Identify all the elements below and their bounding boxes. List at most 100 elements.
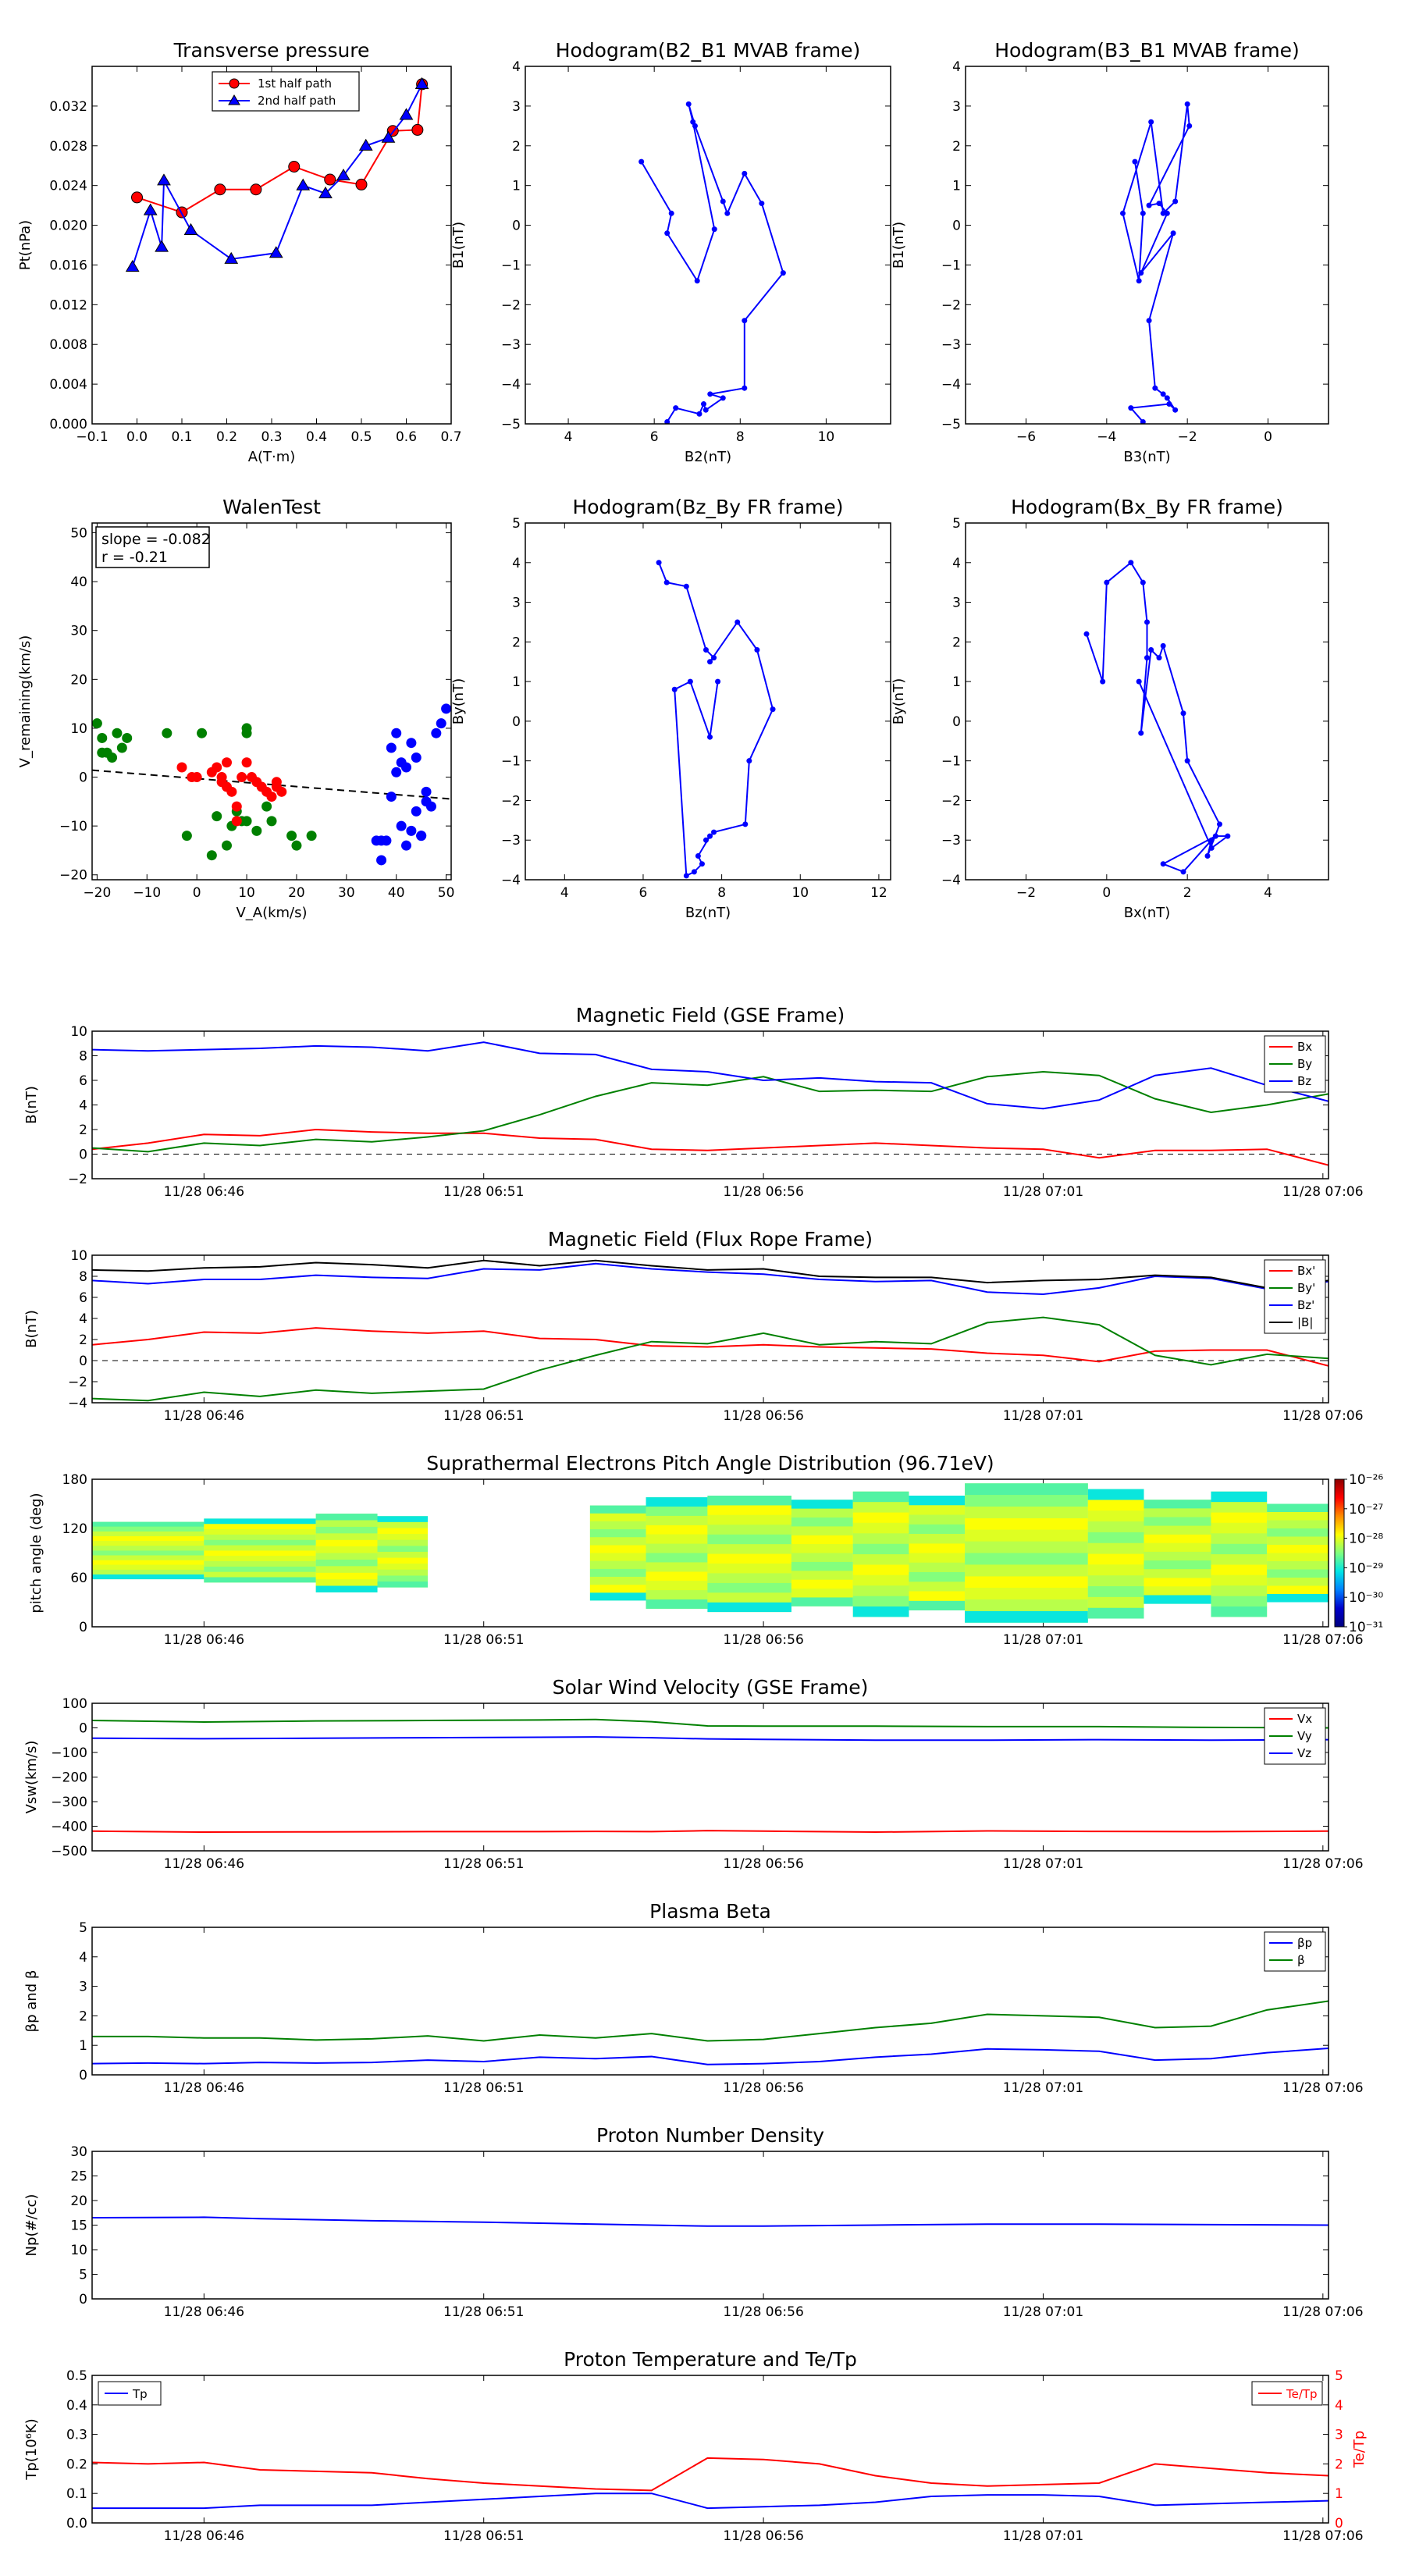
panel-title: Hodogram(Bz_By FR frame) [572,496,843,518]
series-line-0 [92,2216,1329,2227]
pad-cell [377,1551,429,1558]
data-point [1164,210,1170,216]
pad-cell [1144,1569,1211,1578]
pad-cell [707,1525,791,1535]
pad-cell [1087,1532,1144,1543]
data-point [664,230,670,237]
panel-title: Magnetic Field (Flux Rope Frame) [548,1228,873,1251]
x-tick-label: 4 [560,885,569,901]
data-point [222,757,232,768]
data-point [1172,407,1179,413]
pad-cell [1211,1502,1268,1513]
y-tick-label: −4 [68,1396,87,1411]
data-point [1146,318,1152,324]
pad-cell [377,1546,429,1552]
x-tick-label: 50 [438,885,455,901]
x-tick-label: 11/28 07:06 [1282,1184,1363,1200]
data-point [1160,391,1166,397]
data-point [176,762,187,773]
pad-cell [92,1526,205,1532]
y-tick-label: −1 [501,754,521,770]
pad-cell [1144,1517,1211,1526]
data-point-triangle [143,203,158,215]
pad-cell [589,1505,646,1514]
x-tick-label: 11/28 06:46 [164,1184,244,1200]
pad-cell [204,1539,316,1546]
plot-area [656,560,776,879]
pad-cell [1087,1607,1144,1619]
pad-cell [1087,1542,1144,1554]
pad-cell [589,1568,646,1577]
pad-cell [1267,1561,1329,1570]
data-point [673,405,679,411]
pad-cell [909,1496,966,1506]
data-point-circle [214,183,226,196]
panel-hodogram-b2-b1: Hodogram(B2_B1 MVAB frame)4 6 8 10−5−4−3−2−… [450,39,891,465]
pad-cell [589,1553,646,1561]
x-tick-label: 11/28 07:06 [1282,1632,1363,1648]
pad-cell [1211,1543,1268,1555]
x-tick-label: 11/28 07:01 [1003,1632,1083,1648]
data-point [421,796,432,807]
pad-cell [1267,1569,1329,1578]
y-tick-label: −5 [501,417,521,432]
y-tick-label: 10 [70,721,87,737]
y-tick-label: 5 [79,2268,87,2283]
y-axis-label: By(nT) [891,678,907,724]
data-point-circle [411,123,424,136]
series-line-0 [92,1830,1329,1834]
legend-label: Tp [132,2387,148,2401]
x-tick-label: −10 [133,885,161,901]
y-tick-label: 2 [952,635,961,650]
plot-frame [91,2151,1329,2300]
y-tick-label: 3 [952,99,961,115]
x-tick-label: 0.6 [396,429,417,445]
data-point [770,706,776,713]
y-tick-label: 0.5 [66,2368,87,2384]
pad-cell [1087,1500,1144,1511]
x-tick-label: 0 [193,885,201,901]
y-tick-label: 0.020 [49,219,87,234]
y-tick-label-right: 1 [1335,2486,1343,2502]
pad-cell [315,1533,378,1540]
pad-cell [1087,1564,1144,1576]
pad-cell [1144,1578,1211,1587]
data-point [376,855,387,866]
x-tick-label: 30 [338,885,355,901]
plot-area [125,76,429,272]
y-tick-label: −2 [941,297,961,313]
y-tick-label: 2 [952,139,961,155]
y-tick-label: 60 [70,1571,87,1586]
x-tick-label: 11/28 07:06 [1282,2528,1363,2544]
pad-cell [965,1483,1088,1496]
pad-cell [589,1592,646,1601]
data-point [1170,230,1176,237]
data-point [376,835,387,846]
pad-cell [852,1606,909,1617]
pad-cell [646,1590,708,1599]
pad-cell [92,1531,205,1536]
y-axis-label: V_remaining(km/s) [17,635,34,768]
x-tick-label: 0 [1102,885,1111,901]
panel-title: Proton Number Density [596,2124,824,2147]
pad-cell [791,1553,853,1562]
series-line-1 [92,2457,1329,2492]
x-tick-label: 11/28 06:56 [723,1632,803,1648]
y-tick-label: 10 [70,1024,87,1040]
y-tick-label: 20 [70,2194,87,2209]
series-line-1 [92,1718,1329,1729]
legend-marker [229,78,240,89]
data-point [406,825,417,836]
data-point [1140,210,1146,216]
legend-label: Vz [1297,1746,1311,1760]
data-point [1148,646,1154,653]
data-point-circle [288,160,301,173]
panel-hodogram-bx-by: Hodogram(Bx_By FR frame) −2 0 2 4 −4 −3 −2 −1 0 1 2… [891,496,1329,921]
series-line-3 [92,1259,1329,1289]
pad-cell [852,1491,909,1503]
y-tick-label: −2 [941,793,961,809]
x-tick-label: 0.5 [350,429,372,445]
data-point [1140,418,1146,424]
data-point [656,560,662,566]
pad-cell [909,1591,966,1601]
